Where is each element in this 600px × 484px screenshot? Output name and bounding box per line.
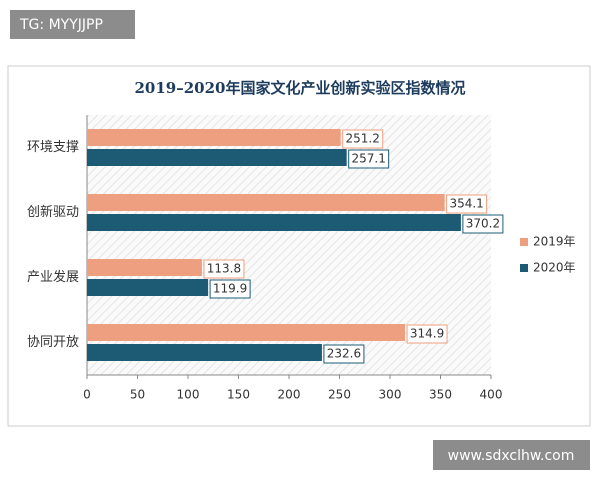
x-tick-label: 250 bbox=[328, 388, 351, 402]
bar bbox=[87, 259, 202, 276]
y-tick-label: 创新驱动 bbox=[27, 204, 79, 220]
bar bbox=[87, 194, 445, 211]
chart-title: 2019–2020年国家文化产业创新实验区指数情况 bbox=[135, 79, 466, 97]
value-label: 354.1 bbox=[449, 197, 483, 211]
value-label-box bbox=[462, 214, 504, 234]
value-label-box bbox=[342, 129, 384, 149]
watermark: www.sdxclhw.com bbox=[448, 448, 575, 464]
watermark-box bbox=[10, 10, 135, 39]
x-tick-label: 300 bbox=[379, 388, 402, 402]
bar bbox=[87, 324, 406, 341]
bar bbox=[87, 344, 322, 361]
value-label: 119.9 bbox=[213, 282, 247, 296]
value-label-box bbox=[323, 344, 365, 364]
y-tick-label: 产业发展 bbox=[27, 269, 79, 285]
value-label: 251.2 bbox=[346, 132, 380, 146]
bar bbox=[87, 129, 341, 146]
watermark: TG: MYYJJPP bbox=[19, 17, 103, 33]
value-label: 113.8 bbox=[207, 262, 241, 276]
bar bbox=[87, 279, 209, 296]
value-label-box bbox=[203, 259, 245, 279]
y-tick-label: 环境支撑 bbox=[27, 140, 79, 155]
legend-swatch bbox=[520, 264, 528, 272]
value-label-box bbox=[446, 194, 488, 214]
legend-swatch bbox=[520, 238, 528, 246]
x-tick-label: 150 bbox=[227, 388, 250, 402]
legend-label: 2019年 bbox=[533, 235, 576, 249]
x-tick-label: 0 bbox=[83, 388, 91, 402]
value-label: 370.2 bbox=[466, 217, 500, 231]
y-tick-label: 协同开放 bbox=[27, 335, 79, 350]
legend-label: 2020年 bbox=[533, 261, 576, 275]
x-tick-label: 50 bbox=[130, 388, 145, 402]
value-label: 314.9 bbox=[410, 327, 444, 341]
value-label: 232.6 bbox=[327, 347, 361, 361]
x-tick-label: 100 bbox=[177, 388, 200, 402]
x-tick-label: 400 bbox=[480, 388, 503, 402]
watermark-box bbox=[433, 440, 590, 470]
value-label-box bbox=[406, 324, 448, 344]
x-tick-label: 350 bbox=[429, 388, 452, 402]
value-label-box bbox=[209, 279, 251, 299]
x-tick-label: 200 bbox=[278, 388, 301, 402]
value-label: 257.1 bbox=[351, 152, 385, 166]
value-label-box bbox=[348, 149, 390, 169]
bar bbox=[87, 214, 461, 231]
bar bbox=[87, 149, 347, 166]
